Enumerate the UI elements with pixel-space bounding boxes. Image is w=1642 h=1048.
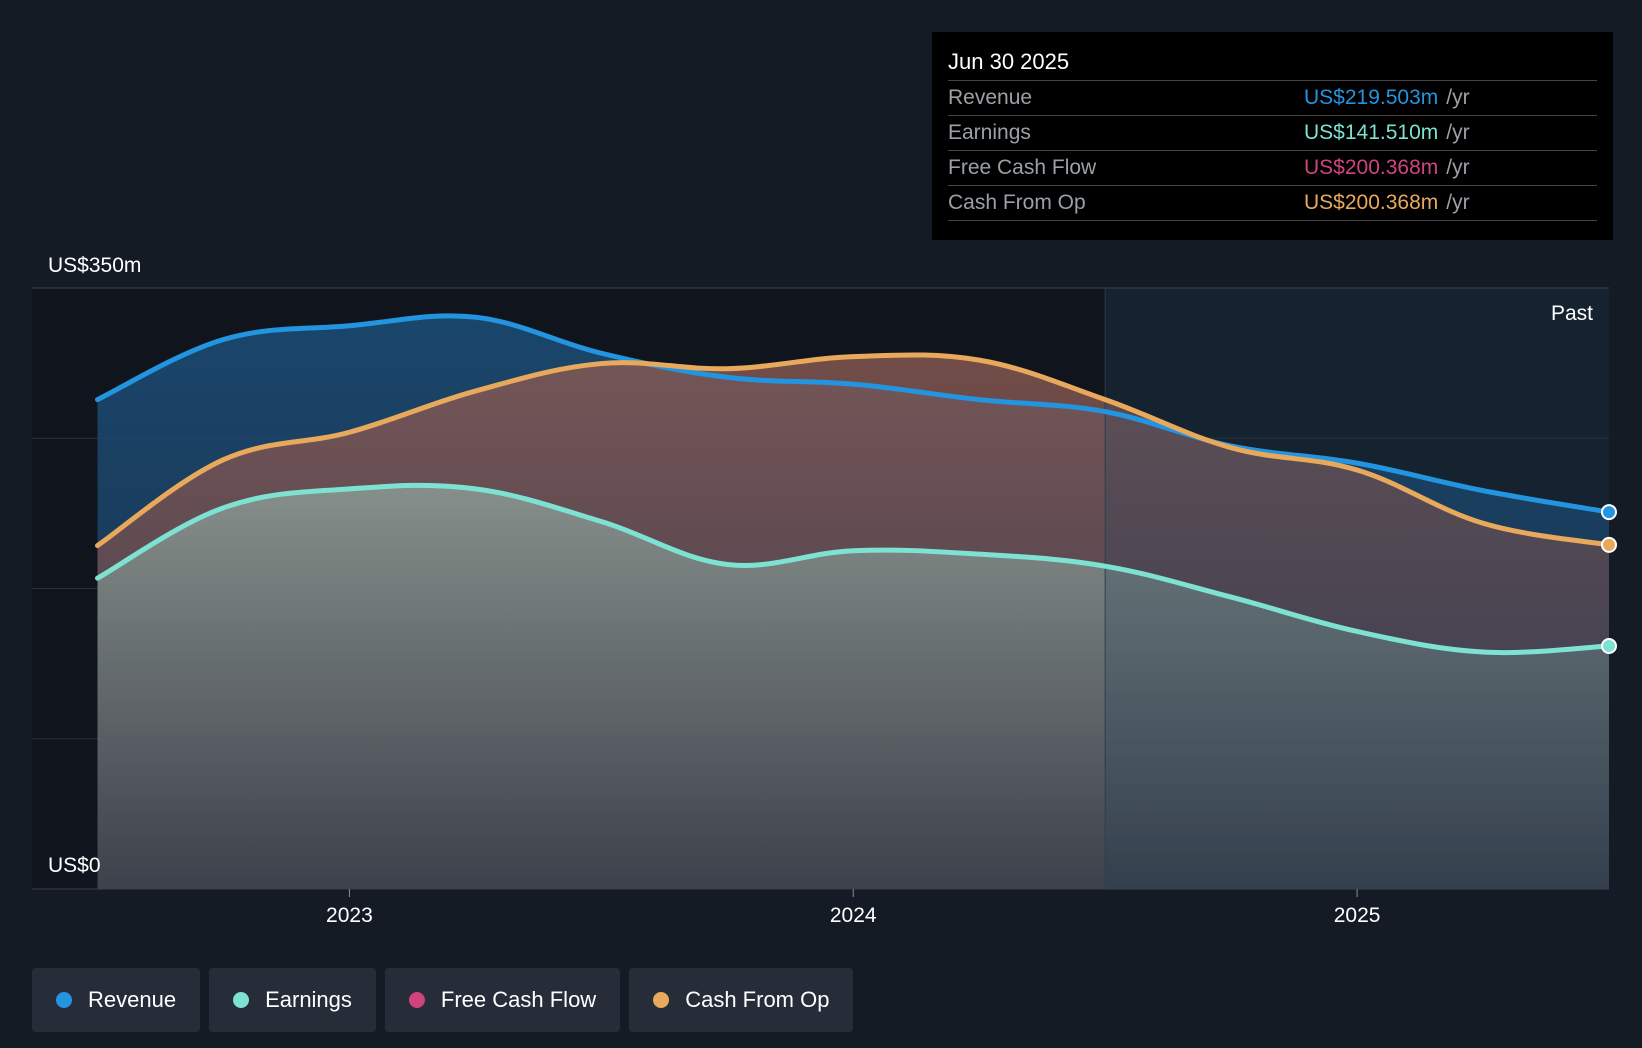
x-tick-label: 2025 bbox=[1334, 904, 1381, 927]
legend-label: Revenue bbox=[88, 987, 177, 1012]
tooltip-unit: /yr bbox=[1446, 86, 1470, 109]
legend-dot-icon bbox=[408, 992, 425, 1008]
legend-item-free-cash-flow[interactable]: Free Cash Flow bbox=[384, 968, 621, 1032]
end-marker-revenue bbox=[1601, 504, 1617, 521]
tooltip-row-earnings: Earnings US$141.510m /yr bbox=[948, 116, 1597, 151]
tooltip-label: Revenue bbox=[948, 86, 1033, 109]
end-marker-cash-from-op bbox=[1601, 536, 1617, 553]
tooltip-label: Earnings bbox=[948, 121, 1031, 144]
tooltip-unit: /yr bbox=[1446, 191, 1470, 214]
tooltip-row-free-cash-flow: Free Cash Flow US$200.368m /yr bbox=[948, 151, 1597, 186]
tooltip-unit: /yr bbox=[1446, 121, 1470, 144]
tooltip-date: Jun 30 2025 bbox=[948, 46, 1597, 81]
legend-item-cash-from-op[interactable]: Cash From Op bbox=[629, 968, 854, 1032]
legend-item-earnings[interactable]: Earnings bbox=[209, 968, 376, 1032]
tooltip-row-revenue: Revenue US$219.503m /yr bbox=[948, 81, 1597, 116]
tooltip: Jun 30 2025 Revenue US$219.503m /yr Earn… bbox=[932, 32, 1613, 240]
past-region-overlay bbox=[1105, 288, 1609, 889]
end-marker-earnings bbox=[1601, 638, 1617, 655]
legend-dot-icon bbox=[653, 992, 670, 1008]
line-earnings bbox=[94, 482, 1612, 656]
legend-dot-icon bbox=[233, 992, 250, 1008]
legend: Revenue Earnings Free Cash Flow Cash Fro… bbox=[32, 968, 854, 1032]
series-lines bbox=[94, 313, 1612, 656]
tooltip-value: US$200.368m bbox=[1304, 191, 1439, 214]
legend-label: Free Cash Flow bbox=[440, 987, 597, 1012]
x-tick-label: 2023 bbox=[326, 904, 373, 927]
series-end-markers bbox=[1601, 504, 1617, 655]
legend-label: Earnings bbox=[265, 987, 352, 1012]
legend-item-revenue[interactable]: Revenue bbox=[32, 968, 201, 1032]
tooltip-value: US$219.503m bbox=[1304, 86, 1439, 109]
legend-dot-icon bbox=[56, 992, 72, 1008]
tooltip-value: US$141.510m bbox=[1304, 121, 1439, 144]
tooltip-unit: /yr bbox=[1446, 156, 1470, 179]
x-tick-label: 2024 bbox=[830, 904, 877, 927]
y-axis-bottom-label: US$0 bbox=[48, 854, 101, 877]
x-axis-ticks: 2023 2024 2025 bbox=[326, 889, 1380, 927]
past-label: Past bbox=[1551, 302, 1593, 325]
legend-label: Cash From Op bbox=[685, 987, 830, 1012]
tooltip-label: Cash From Op bbox=[948, 191, 1086, 214]
tooltip-row-cash-from-op: Cash From Op US$200.368m /yr bbox=[948, 186, 1597, 221]
area-earnings bbox=[97, 485, 1609, 889]
tooltip-label: Free Cash Flow bbox=[948, 156, 1097, 179]
line-revenue bbox=[94, 313, 1612, 515]
y-axis-top-label: US$350m bbox=[48, 254, 141, 277]
tooltip-value: US$200.368m bbox=[1304, 156, 1439, 179]
line-cash-from-op bbox=[94, 352, 1612, 549]
